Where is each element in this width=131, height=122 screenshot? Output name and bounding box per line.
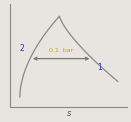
X-axis label: s: s [67, 109, 71, 118]
Text: 1: 1 [97, 63, 102, 72]
Text: 2: 2 [20, 44, 24, 53]
Text: 0.1  bar: 0.1 bar [49, 48, 73, 53]
